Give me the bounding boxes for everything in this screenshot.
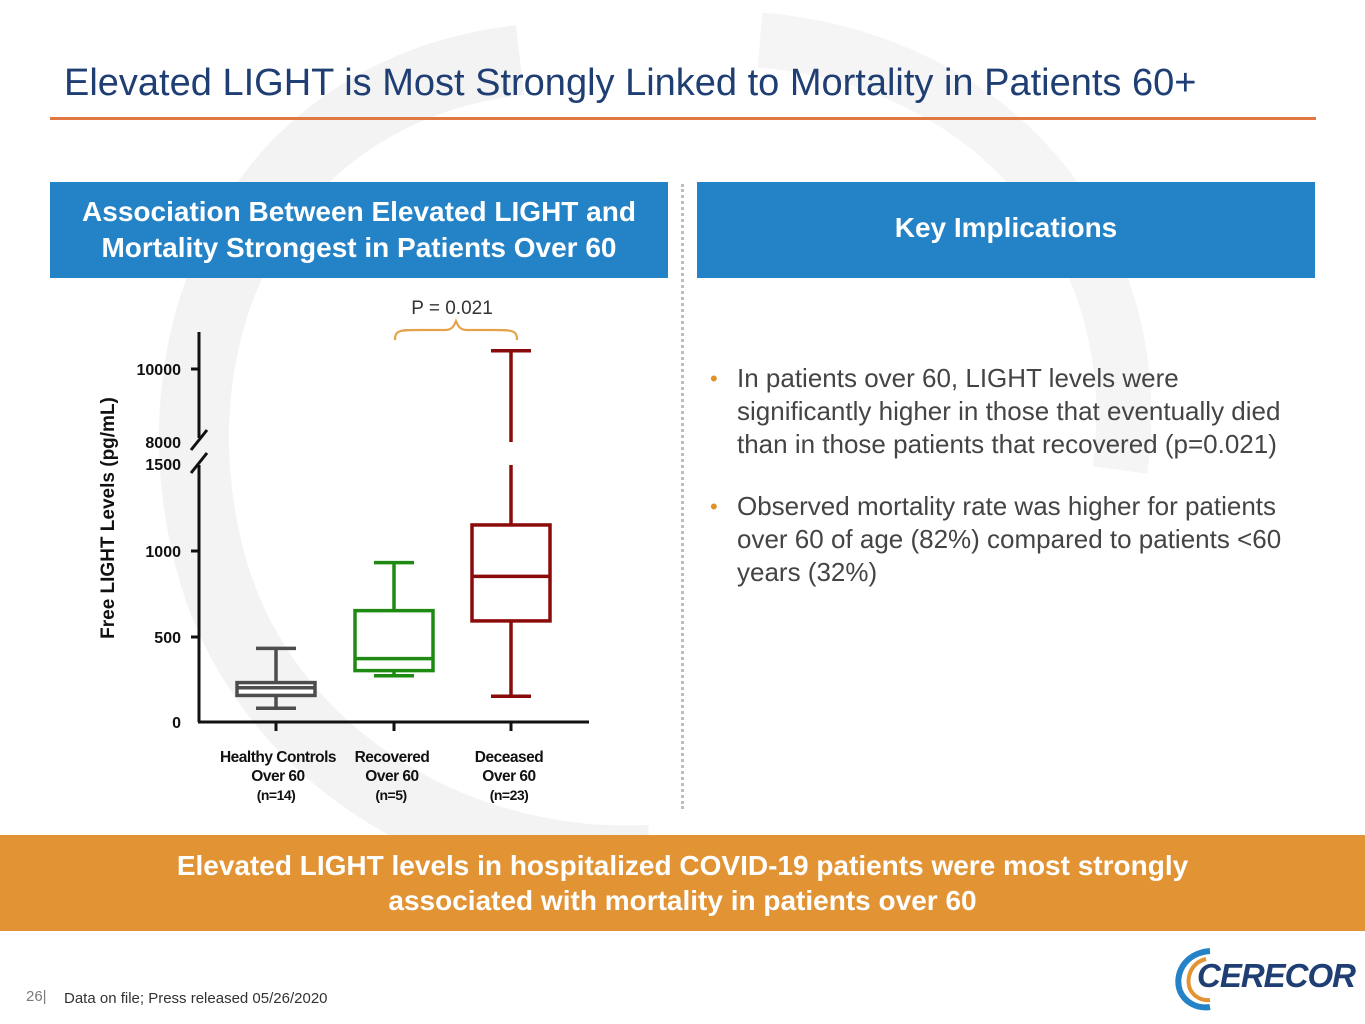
implication-text: Observed mortality rate was higher for p… — [737, 491, 1282, 587]
x-label-deceased-n: (n=23) — [490, 787, 529, 803]
y-tick-label-500: 500 — [154, 630, 181, 647]
implication-item: • Observed mortality rate was higher for … — [710, 490, 1300, 589]
cerecor-logo-icon — [1175, 948, 1211, 1011]
chart-panel-header-line2: Mortality Strongest in Patients Over 60 — [101, 232, 617, 263]
conclusion-banner-line2: associated with mortality in patients ov… — [388, 885, 977, 916]
title-underline — [50, 117, 1316, 120]
y-tick-label-10000: 10000 — [137, 362, 182, 379]
chart-panel-header: Association Between Elevated LIGHT and M… — [50, 182, 668, 278]
slide-title: Elevated LIGHT is Most Strongly Linked t… — [64, 62, 1197, 104]
recovered-box — [353, 608, 435, 673]
panel-divider — [681, 184, 684, 809]
page-number: 26| — [26, 988, 47, 1005]
implications-list: • In patients over 60, LIGHT levels were … — [710, 362, 1300, 618]
y-tick-label-8000: 8000 — [145, 435, 181, 452]
implication-item: • In patients over 60, LIGHT levels were … — [710, 362, 1300, 461]
implications-header-text: Key Implications — [894, 212, 1118, 243]
x-label-healthy-n: (n=14) — [257, 787, 296, 803]
x-label-healthy-line1: Healthy Controls — [220, 749, 336, 766]
x-label-recovered-n: (n=5) — [375, 787, 406, 803]
y-axis-break-mark-lower — [189, 452, 209, 474]
x-label-recovered-line1: Recovered — [355, 749, 430, 766]
x-label-recovered-line2: Over 60 — [365, 768, 418, 785]
bullet-dot-icon: • — [710, 494, 718, 519]
y-tick-label-0: 0 — [172, 715, 181, 732]
y-axis-label: Free LIGHT Levels (pg/mL) — [98, 397, 119, 639]
p-value-annotation: P = 0.021 — [411, 298, 493, 319]
x-label-deceased-line2: Over 60 — [482, 768, 535, 785]
implications-panel-header: Key Implications — [697, 182, 1315, 278]
y-tick-label-1000: 1000 — [145, 544, 181, 561]
footnote: Data on file; Press released 05/26/2020 — [64, 990, 328, 1007]
deceased-box — [470, 523, 552, 623]
box-plot-chart: Free LIGHT Levels (pg/mL) 10000 8000 150… — [98, 298, 589, 803]
chart-panel-header-line1: Association Between Elevated LIGHT and — [82, 196, 636, 227]
x-label-deceased-line1: Deceased — [475, 749, 543, 766]
cerecor-logo-text: CERECOR — [1197, 957, 1356, 994]
conclusion-banner: Elevated LIGHT levels in hospitalized CO… — [0, 835, 1365, 931]
bullet-dot-icon: • — [710, 366, 718, 391]
implication-text: In patients over 60, LIGHT levels were s… — [737, 363, 1281, 459]
y-tick-label-1500: 1500 — [145, 457, 181, 474]
y-axis-break-mark-upper — [189, 429, 209, 451]
x-label-healthy-line2: Over 60 — [251, 768, 304, 785]
conclusion-banner-line1: Elevated LIGHT levels in hospitalized CO… — [176, 850, 1189, 881]
significance-bracket — [393, 318, 519, 341]
